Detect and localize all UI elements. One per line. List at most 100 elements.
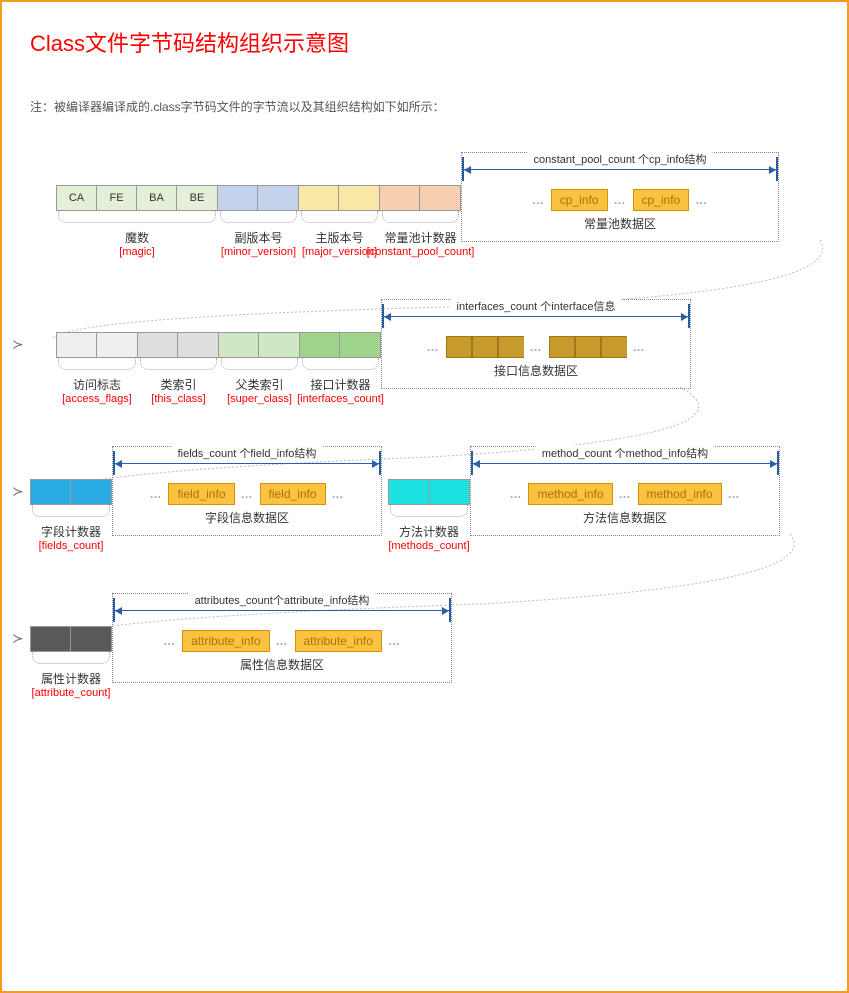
cpcount-cells bbox=[380, 185, 461, 211]
row-2: ≻ interfaces_count 个interface信息 ……… 接口信息… bbox=[30, 332, 819, 389]
arrow-row: fields_count 个field_info结构 bbox=[113, 451, 381, 475]
byte-cell bbox=[259, 333, 299, 357]
row-3: ≻ fields_count 个field_info结构 … field_inf… bbox=[30, 479, 819, 536]
arrow-label: attributes_count个attribute_info结构 bbox=[189, 592, 376, 608]
brace bbox=[140, 358, 217, 370]
method-info-chip: method_info bbox=[638, 483, 722, 505]
byte-cell: CA bbox=[57, 186, 97, 210]
methods-box: method_count 个method_info结构 … method_inf… bbox=[470, 446, 780, 536]
byte-cell bbox=[420, 186, 460, 210]
interfaces-box: interfaces_count 个interface信息 ……… 接口信息数据… bbox=[381, 299, 691, 389]
arrow-label: fields_count 个field_info结构 bbox=[172, 445, 323, 461]
ellipsis-icon: … bbox=[728, 487, 741, 501]
region-label: 接口信息数据区 bbox=[382, 362, 690, 379]
chip-row: … field_info … field_info … bbox=[113, 483, 381, 505]
label-thisclass: 类索引 [this_class] bbox=[151, 376, 205, 405]
region-label: 常量池数据区 bbox=[462, 215, 778, 232]
ellipsis-icon: … bbox=[163, 634, 176, 648]
byte-cell bbox=[429, 480, 469, 504]
label-magic: 魔数 [magic] bbox=[119, 229, 154, 258]
byte-cell bbox=[71, 480, 111, 504]
chip-row: … attribute_info … attribute_info … bbox=[113, 630, 451, 652]
brace bbox=[32, 652, 110, 664]
arrow-label: method_count 个method_info结构 bbox=[536, 445, 714, 461]
arrow-row: constant_pool_count 个cp_info结构 bbox=[462, 157, 778, 181]
attributes-box: attributes_count个attribute_info结构 … attr… bbox=[112, 593, 452, 683]
byte-cell bbox=[299, 186, 339, 210]
fieldscount-cells bbox=[30, 479, 112, 505]
brace bbox=[32, 505, 110, 517]
magic-cells: CAFEBABE bbox=[56, 185, 218, 211]
label-superclass: 父类索引 [super_class] bbox=[227, 376, 292, 405]
ellipsis-icon: … bbox=[149, 487, 162, 501]
byte-cell: FE bbox=[97, 186, 137, 210]
label-methodscount: 方法计数器 [methods_count] bbox=[388, 523, 469, 552]
byte-cell bbox=[300, 333, 340, 357]
constant-pool-box: constant_pool_count 个cp_info结构 … cp_info… bbox=[461, 152, 779, 242]
chip-row: … cp_info … cp_info … bbox=[462, 189, 778, 211]
thisclass-cells bbox=[138, 332, 219, 358]
byte-cell bbox=[218, 186, 258, 210]
ellipsis-icon: … bbox=[276, 634, 289, 648]
byte-cell bbox=[57, 333, 97, 357]
brace bbox=[220, 211, 297, 223]
access-cells bbox=[56, 332, 138, 358]
superclass-cells bbox=[219, 332, 300, 358]
region-label: 方法信息数据区 bbox=[471, 509, 779, 526]
brace bbox=[58, 358, 136, 370]
ellipsis-icon: … bbox=[695, 193, 708, 207]
ellipsis-icon: … bbox=[530, 340, 543, 354]
brace bbox=[382, 211, 459, 223]
arrow-label: interfaces_count 个interface信息 bbox=[451, 298, 622, 314]
diagram-page: Class文件字节码结构组织示意图 注：被编译器编译成的.class字节码文件的… bbox=[0, 0, 849, 993]
arrow-row: method_count 个method_info结构 bbox=[471, 451, 779, 475]
attrcount-cells bbox=[30, 626, 112, 652]
attribute-info-chip: attribute_info bbox=[182, 630, 269, 652]
interface-chip bbox=[498, 336, 524, 358]
row-1: CAFEBABE constant_pool_count 个cp_info结构 … bbox=[30, 185, 819, 242]
continuation-chevron-icon: ≻ bbox=[12, 630, 24, 647]
ellipsis-icon: … bbox=[614, 193, 627, 207]
arrow-label: constant_pool_count 个cp_info结构 bbox=[527, 151, 712, 167]
arrow-row: interfaces_count 个interface信息 bbox=[382, 304, 690, 328]
minor-cells bbox=[218, 185, 299, 211]
field-info-chip: field_info bbox=[168, 483, 234, 505]
label-attrcount: 属性计数器 [attribute_count] bbox=[32, 670, 111, 699]
byte-cell bbox=[31, 480, 71, 504]
byte-cell bbox=[389, 480, 429, 504]
brace bbox=[221, 358, 298, 370]
brace bbox=[390, 505, 468, 517]
byte-cell: BA bbox=[137, 186, 177, 210]
attribute-info-chip: attribute_info bbox=[295, 630, 382, 652]
region-label: 属性信息数据区 bbox=[113, 656, 451, 673]
ifcount-cells bbox=[300, 332, 381, 358]
byte-cell bbox=[258, 186, 298, 210]
cp-info-chip: cp_info bbox=[551, 189, 608, 211]
strip-4: attributes_count个attribute_info结构 … attr… bbox=[30, 626, 819, 683]
row-4: ≻ attributes_count个attribute_info结构 … at… bbox=[30, 626, 819, 683]
label-access: 访问标志 [access_flags] bbox=[62, 376, 132, 405]
label-cpcount: 常量池计数器 [constant_pool_count] bbox=[367, 229, 475, 258]
interface-chip bbox=[472, 336, 498, 358]
major-cells bbox=[299, 185, 380, 211]
byte-cell bbox=[380, 186, 420, 210]
ellipsis-icon: … bbox=[332, 487, 345, 501]
interface-chip bbox=[575, 336, 601, 358]
byte-cell bbox=[340, 333, 380, 357]
byte-cell bbox=[178, 333, 218, 357]
brace bbox=[58, 211, 216, 223]
ellipsis-icon: … bbox=[509, 487, 522, 501]
note-text: 注：被编译器编译成的.class字节码文件的字节流以及其组织结构如下如所示： bbox=[30, 98, 819, 115]
interface-chip bbox=[446, 336, 472, 358]
fields-box: fields_count 个field_info结构 … field_info … bbox=[112, 446, 382, 536]
ellipsis-icon: … bbox=[388, 634, 401, 648]
brace bbox=[301, 211, 378, 223]
ellipsis-icon: … bbox=[241, 487, 254, 501]
byte-cell bbox=[71, 627, 111, 651]
brace bbox=[302, 358, 379, 370]
arrow-row: attributes_count个attribute_info结构 bbox=[113, 598, 451, 622]
ellipsis-icon: … bbox=[532, 193, 545, 207]
continuation-chevron-icon: ≻ bbox=[12, 483, 24, 500]
ellipsis-icon: … bbox=[619, 487, 632, 501]
byte-cell bbox=[339, 186, 379, 210]
